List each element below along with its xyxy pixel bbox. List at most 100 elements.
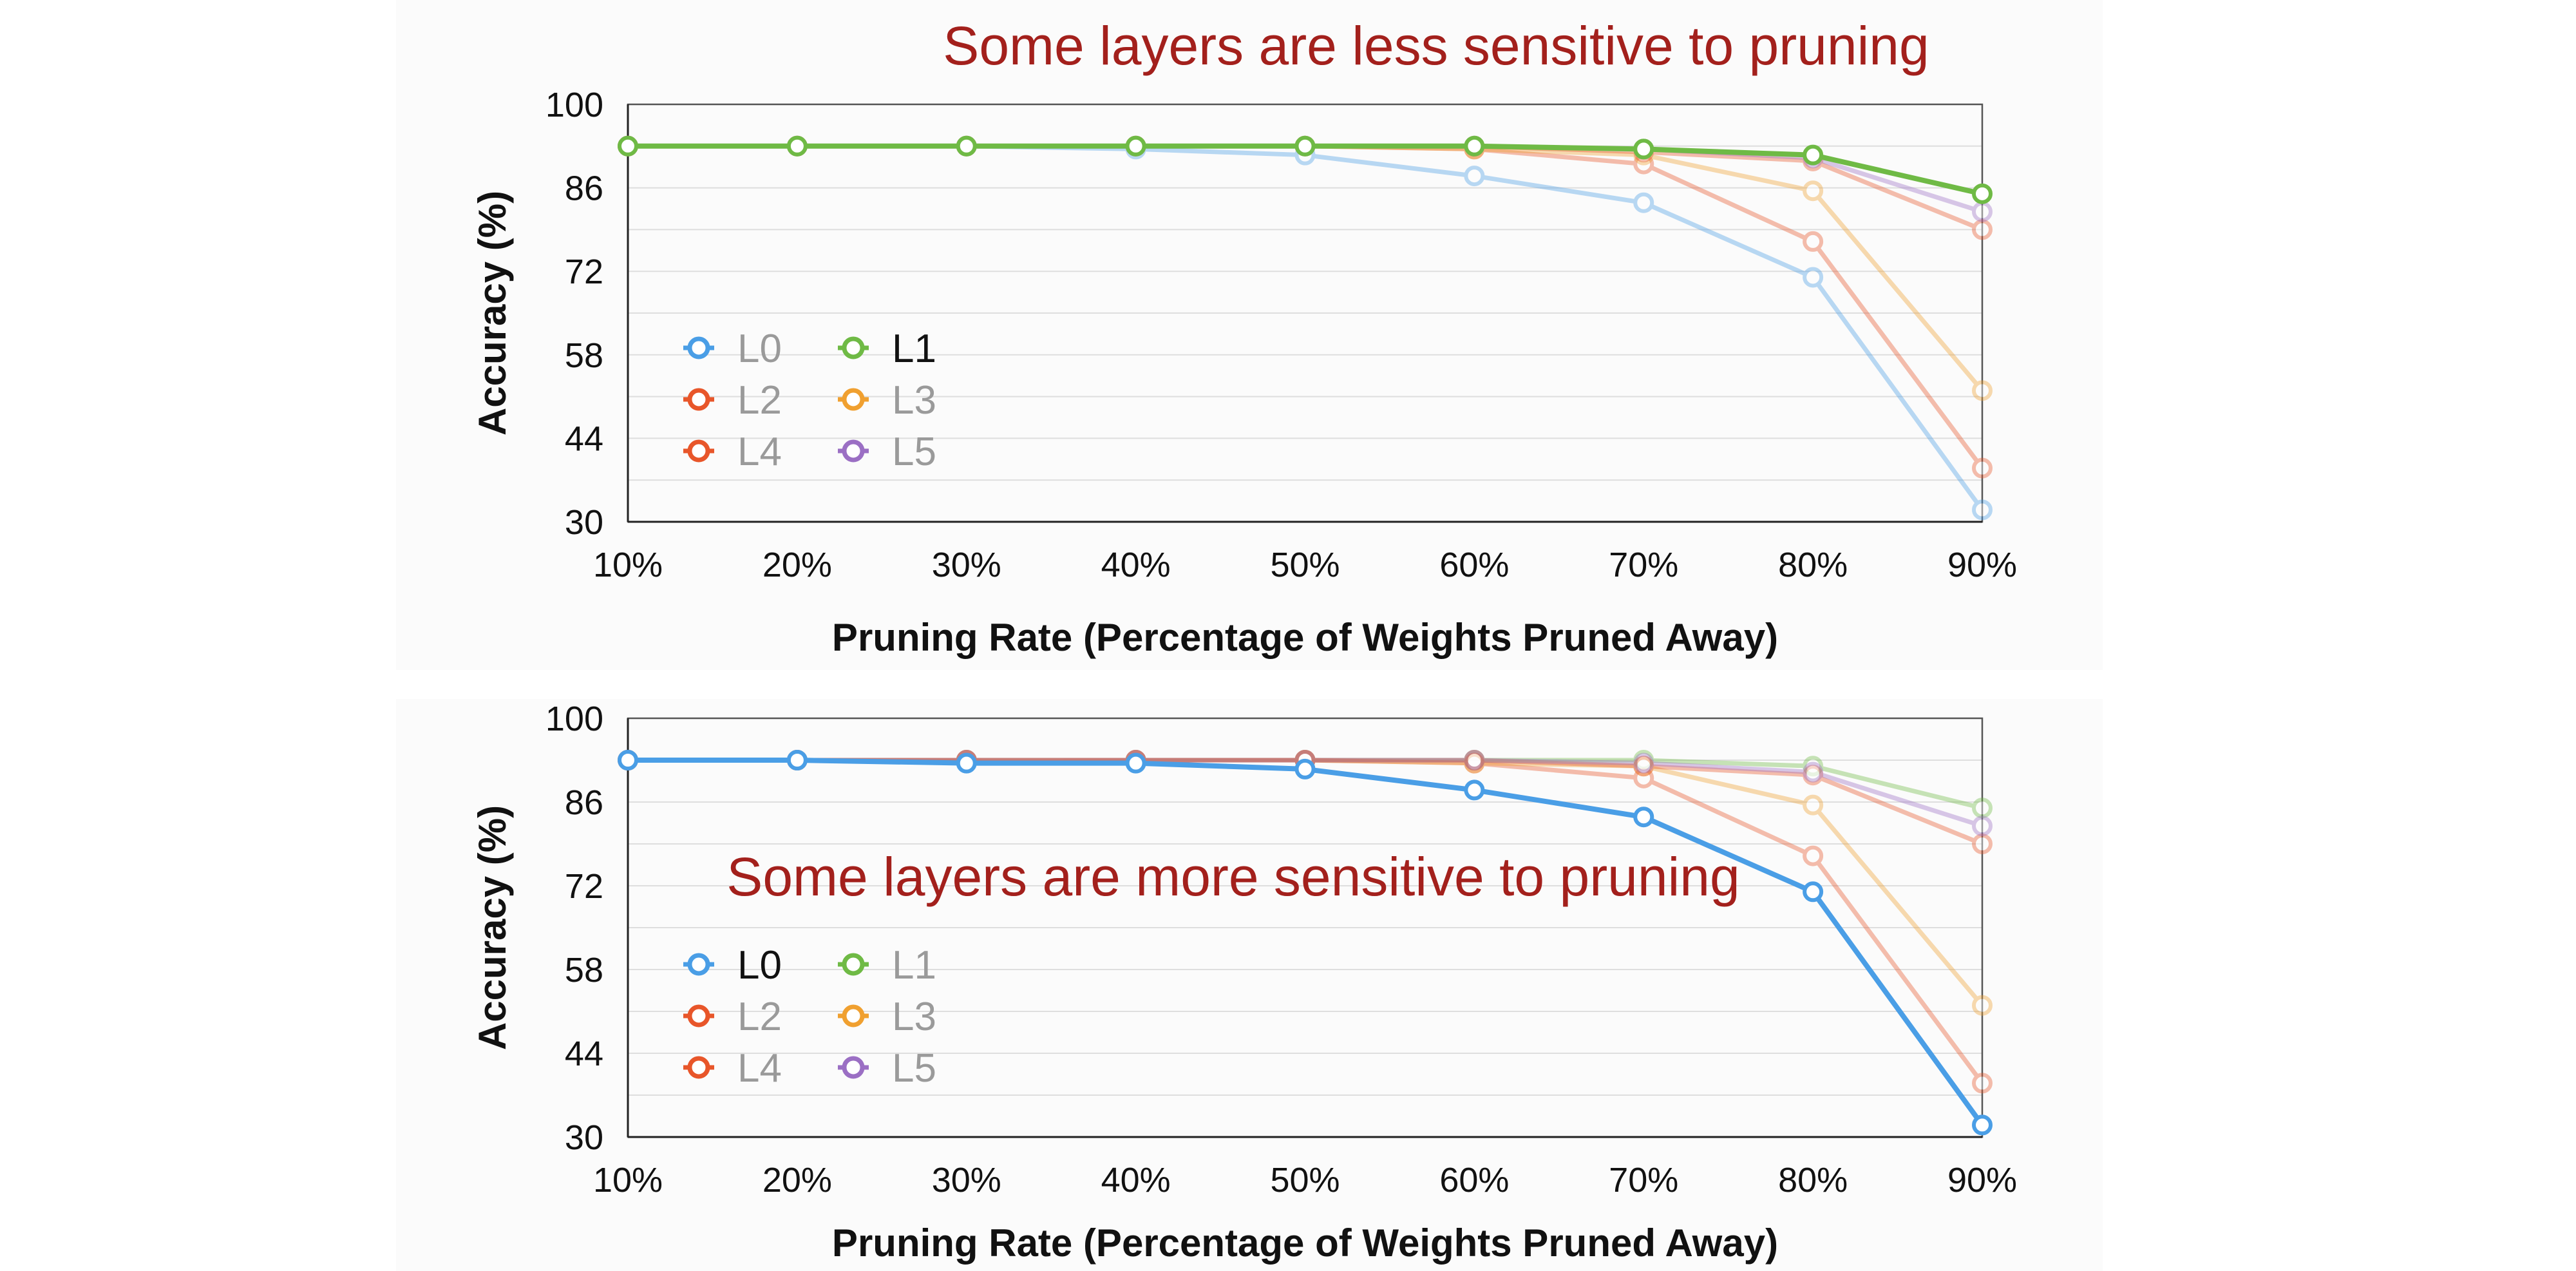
y-tick-label: 100	[545, 86, 603, 124]
legend-label: L4	[737, 430, 782, 474]
legend-swatch-marker	[842, 953, 865, 976]
y-tick-label: 86	[565, 169, 603, 208]
data-point	[786, 750, 808, 770]
legend-item-l0: L0	[683, 943, 782, 988]
data-point	[1464, 166, 1485, 187]
legend-label: L3	[892, 378, 936, 423]
data-point	[1464, 750, 1485, 770]
legend-label: L5	[892, 430, 936, 474]
data-point	[1972, 201, 1993, 222]
legend-label: L5	[892, 1046, 936, 1091]
data-point	[1294, 758, 1316, 779]
data-point	[1972, 380, 1993, 401]
legend-swatch-marker	[842, 336, 865, 359]
data-point	[1294, 135, 1316, 157]
chart-title: Some layers are less sensitive to prunin…	[943, 15, 1929, 76]
data-point	[1803, 845, 1824, 866]
x-tick-label: 20%	[762, 546, 832, 584]
y-tick-label: 58	[565, 951, 603, 989]
legend-label: L4	[737, 1046, 782, 1091]
data-point	[1972, 457, 1993, 479]
data-point	[1803, 765, 1824, 786]
legend-item-l2: L2	[683, 995, 782, 1039]
data-point	[1803, 231, 1824, 252]
data-point	[1464, 752, 1485, 774]
data-point	[956, 135, 977, 157]
y-tick-label: 30	[565, 1118, 603, 1157]
legend: L0 L1 L2 L3 L4 L5	[683, 327, 936, 474]
data-point	[956, 752, 977, 774]
legend-item-l2: L2	[683, 378, 782, 423]
legend-item-l5: L5	[838, 430, 936, 474]
data-point	[618, 750, 638, 770]
legend-item-l4: L4	[683, 1046, 782, 1091]
data-point	[1972, 798, 1993, 819]
legend-item-l3: L3	[838, 378, 936, 423]
panel-background	[396, 0, 2103, 670]
data-point	[1633, 767, 1654, 788]
y-axis-label: Accuracy (%)	[471, 805, 514, 1050]
y-tick-label: 44	[565, 419, 603, 458]
x-tick-label: 70%	[1609, 546, 1678, 584]
y-axis-label: Accuracy (%)	[471, 191, 514, 435]
x-tick-label: 90%	[1947, 546, 2017, 584]
chart-panel-1: 100 86 72 58 44 30 10% 20% 30% 40% 50% 60% 70% 80% 90%…	[396, 0, 2103, 670]
data-point	[1803, 761, 1824, 783]
x-tick-label: 10%	[593, 1161, 663, 1199]
chart-title: Some layers are more sensitive to prunin…	[726, 846, 1739, 907]
data-point	[1633, 139, 1654, 160]
x-tick-label: 80%	[1778, 546, 1848, 584]
legend-swatch-marker	[842, 1004, 865, 1027]
x-tick-label: 60%	[1439, 1161, 1509, 1199]
y-tick-label: 44	[565, 1035, 603, 1073]
legend-label: L1	[892, 943, 936, 988]
x-axis-label: Pruning Rate (Percentage of Weights Prun…	[832, 616, 1778, 659]
data-point	[1803, 794, 1824, 816]
y-tick-label: 72	[565, 253, 603, 291]
data-point	[1803, 881, 1824, 903]
data-point	[1125, 135, 1146, 157]
x-tick-label: 70%	[1609, 1161, 1678, 1199]
data-point	[1464, 135, 1485, 157]
x-axis-label: Pruning Rate (Percentage of Weights Prun…	[832, 1221, 1778, 1265]
legend-swatch-marker	[687, 439, 710, 463]
data-point	[1633, 752, 1654, 774]
data-point	[1464, 750, 1485, 770]
legend-swatch-marker	[687, 336, 710, 359]
data-point	[1125, 752, 1146, 774]
x-tick-label: 60%	[1439, 546, 1509, 584]
series-l1	[618, 135, 1993, 204]
data-point	[1972, 219, 1993, 240]
data-point	[1972, 834, 1993, 854]
data-point	[1633, 807, 1654, 828]
x-tick-label: 80%	[1778, 1161, 1848, 1199]
data-point	[1803, 180, 1824, 202]
data-point	[1972, 499, 1993, 521]
legend-label: L3	[892, 995, 936, 1039]
chart-panel-2: 100 86 72 58 44 30 10% 20% 30% 40% 50% 60% 70% 80% 90%…	[396, 699, 2103, 1271]
y-tick-label: 30	[565, 503, 603, 542]
legend-label: L1	[892, 327, 936, 371]
x-tick-label: 30%	[932, 1161, 1001, 1199]
x-tick-label: 40%	[1101, 546, 1171, 584]
legend-swatch-marker	[687, 953, 710, 976]
data-point	[618, 135, 638, 157]
legend-item-l5: L5	[838, 1046, 936, 1091]
data-point	[1972, 1114, 1993, 1136]
legend-swatch-marker	[842, 1056, 865, 1079]
data-point	[1803, 756, 1824, 777]
series-l0	[618, 750, 1993, 1136]
y-tick-label: 58	[565, 336, 603, 375]
data-point	[1972, 995, 1993, 1016]
legend-item-l1: L1	[838, 327, 936, 371]
x-tick-label: 50%	[1270, 546, 1340, 584]
legend-item-l0: L0	[683, 327, 782, 371]
x-tick-label: 50%	[1270, 1161, 1340, 1199]
y-tick-label: 72	[565, 867, 603, 906]
legend-item-l1: L1	[838, 943, 936, 988]
data-point	[1972, 816, 1993, 837]
data-point	[1633, 756, 1654, 777]
x-tick-label: 30%	[932, 546, 1001, 584]
data-point	[1803, 144, 1824, 166]
